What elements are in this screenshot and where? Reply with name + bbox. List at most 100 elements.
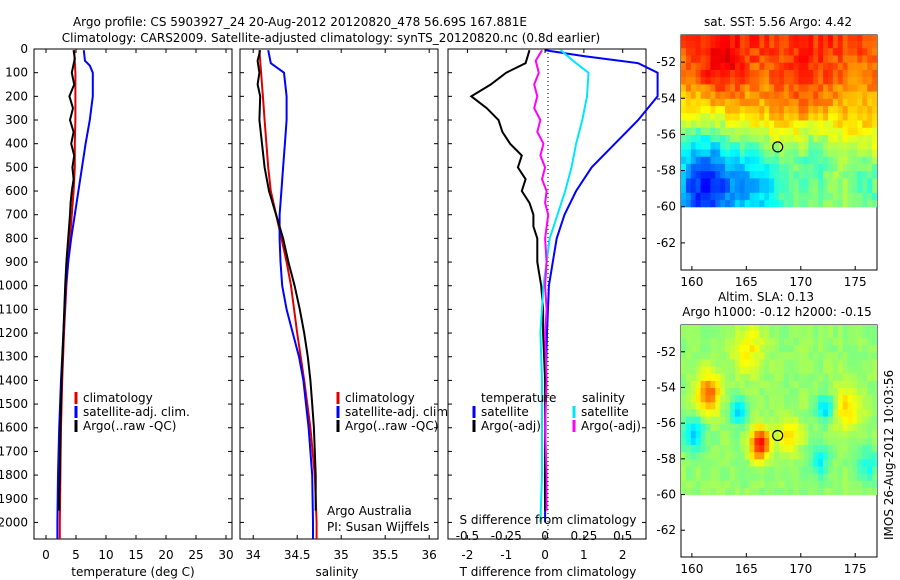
heatmap-cell <box>798 444 805 453</box>
heatmap-cell <box>681 54 687 63</box>
heatmap-cell <box>715 325 721 331</box>
heatmap-cell <box>803 380 809 388</box>
heatmap-cell <box>828 199 834 208</box>
heatmap-cell <box>788 387 795 396</box>
heatmap-cell <box>837 444 844 453</box>
heatmap-cell <box>754 444 760 453</box>
heatmap-cell <box>852 366 858 374</box>
heatmap-cell <box>788 480 795 488</box>
heatmap-cell <box>715 487 721 496</box>
heatmap-cell <box>720 105 726 114</box>
heatmap-cell <box>832 141 839 150</box>
heatmap-cell <box>695 458 702 467</box>
heatmap-cell <box>798 83 805 92</box>
heatmap-cell <box>842 69 849 78</box>
heatmap-cell <box>754 423 760 431</box>
heatmap-cell <box>823 416 829 424</box>
heatmap-cell <box>798 408 805 417</box>
heatmap-cell <box>734 192 741 201</box>
heatmap-cell <box>862 344 868 353</box>
heatmap-cell <box>720 163 726 172</box>
heatmap-cell <box>803 91 809 99</box>
heatmap-cell <box>837 98 844 107</box>
heatmap-cell <box>725 170 731 179</box>
heatmap-cell <box>779 192 785 201</box>
heatmap-cell <box>744 437 751 446</box>
heatmap-cell <box>734 344 741 353</box>
heatmap-cell <box>828 62 834 70</box>
heatmap-cell <box>730 387 736 396</box>
heatmap-cell <box>793 344 800 353</box>
heatmap-cell <box>734 325 741 331</box>
heatmap-cell <box>852 458 858 467</box>
heatmap-cell <box>862 394 868 403</box>
heatmap-cell <box>793 487 800 496</box>
heatmap-cell <box>710 330 716 339</box>
heatmap-cell <box>720 325 726 331</box>
heatmap-cell <box>852 47 858 56</box>
heatmap-cell <box>832 177 839 186</box>
heatmap-cell <box>710 458 716 467</box>
heatmap-cell <box>783 177 790 186</box>
heatmap-cell <box>749 148 756 157</box>
heatmap-cell <box>685 351 692 360</box>
heatmap-cell <box>774 91 780 99</box>
heatmap-cell <box>764 185 770 193</box>
heatmap-cell <box>695 373 702 381</box>
heatmap-cell <box>710 127 716 135</box>
heatmap-cell <box>842 337 849 346</box>
heatmap-cell <box>685 458 692 467</box>
heatmap-cell <box>783 487 790 496</box>
heatmap-cell <box>828 170 834 179</box>
heatmap-cell <box>681 148 687 157</box>
depth-tick-label: 1100 <box>0 302 28 316</box>
heatmap-cell <box>842 141 849 150</box>
heatmap-cell <box>739 458 746 467</box>
heatmap-cell <box>700 35 707 41</box>
heatmap-cell <box>730 98 736 107</box>
heatmap-cell <box>690 199 697 208</box>
heatmap-cell <box>710 444 716 453</box>
heatmap-cell <box>739 430 746 438</box>
heatmap-cell <box>695 76 702 85</box>
top-x-tick-label: 0.5 <box>613 529 632 543</box>
heatmap-cell <box>813 163 819 172</box>
heatmap-cell <box>862 62 868 70</box>
heatmap-cell <box>798 62 805 70</box>
heatmap-cell <box>744 148 751 157</box>
heatmap-cell <box>710 47 716 56</box>
heatmap-cell <box>872 120 877 128</box>
heatmap-cell <box>798 170 805 179</box>
heatmap-cell <box>700 373 707 381</box>
heatmap-cell <box>813 192 819 201</box>
heatmap-cell <box>808 76 814 85</box>
heatmap-cell <box>798 192 805 201</box>
heatmap-cell <box>872 423 877 431</box>
heatmap-cell <box>725 473 731 481</box>
heatmap-cell <box>685 112 692 121</box>
heatmap-cell <box>867 112 873 121</box>
heatmap-cell <box>808 380 814 388</box>
heatmap-cell <box>700 199 707 208</box>
heatmap-cell <box>818 480 824 488</box>
heatmap-cell <box>720 408 726 417</box>
heatmap-cell <box>867 148 873 157</box>
heatmap-cell <box>754 416 760 424</box>
heatmap-cell <box>808 98 814 107</box>
heatmap-cell <box>690 401 697 410</box>
heatmap-cell <box>837 192 844 201</box>
heatmap-cell <box>700 473 707 481</box>
heatmap-cell <box>695 127 702 135</box>
heatmap-cell <box>872 408 877 417</box>
heatmap-cell <box>764 47 770 56</box>
heatmap-cell <box>695 199 702 208</box>
heatmap-cell <box>847 163 854 172</box>
heatmap-cell <box>808 366 814 374</box>
lat-tick-label: -54 <box>656 380 676 394</box>
heatmap-cell <box>720 192 726 201</box>
heatmap-cell <box>818 91 824 99</box>
heatmap-cell <box>847 344 854 353</box>
heatmap-cell <box>779 62 785 70</box>
heatmap-cell <box>695 163 702 172</box>
heatmap-cell <box>705 120 711 128</box>
